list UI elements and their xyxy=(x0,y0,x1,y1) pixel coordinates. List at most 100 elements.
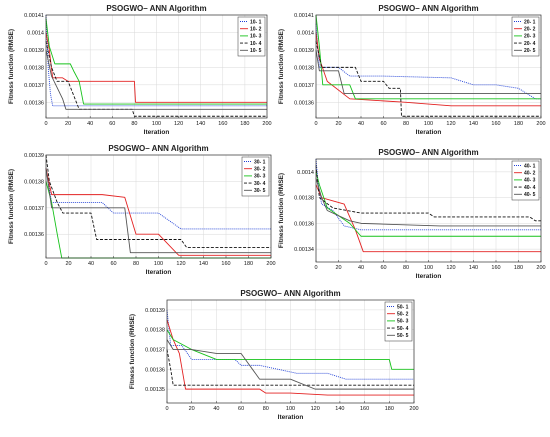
series-line-50-1 xyxy=(166,309,414,380)
x-tick-label: 0 xyxy=(44,121,47,127)
x-axis-label: Iteration xyxy=(416,129,442,136)
x-tick-label: 180 xyxy=(240,121,249,127)
legend-entry: 10- 5 xyxy=(250,48,262,54)
x-tick-label: 160 xyxy=(218,121,227,127)
legend: 10- 1 10- 210- 310- 410- 5 xyxy=(237,16,266,57)
x-axis-label: Iteration xyxy=(146,269,172,276)
y-tick-label: 0.00134 xyxy=(294,247,314,253)
x-tick-label: 20 xyxy=(65,261,71,267)
legend-entry: 30- 5 xyxy=(254,188,266,194)
x-tick-label: 160 xyxy=(221,261,230,267)
chart-panel-2: 0 20 40 60 80 100 120 140 160 180 200 0.00136 0.0013… xyxy=(278,4,546,136)
y-tick-label: 0.00137 xyxy=(24,83,44,89)
x-tick-label: 140 xyxy=(469,121,478,127)
series-line-30-4 xyxy=(45,154,271,248)
x-tick-label: 120 xyxy=(446,121,455,127)
x-tick-label: 40 xyxy=(88,261,94,267)
y-tick-label: 0.00138 xyxy=(145,328,165,334)
x-tick-label: 40 xyxy=(358,121,364,127)
x-tick-label: 180 xyxy=(514,121,523,127)
x-tick-label: 0 xyxy=(44,261,47,267)
legend-entry: 30- 3 xyxy=(254,174,266,180)
y-tick-label: 0.00135 xyxy=(145,387,165,393)
x-tick-label: 80 xyxy=(403,265,409,271)
x-tick-label: 80 xyxy=(133,261,139,267)
series-line-10-3 xyxy=(45,18,267,105)
x-tick-label: 80 xyxy=(263,406,269,412)
y-tick-label: 0.00139 xyxy=(294,48,314,54)
legend-entry: 10- 4 xyxy=(250,41,262,47)
legend-entry: 20- 3 xyxy=(524,34,536,40)
series-line-20-5 xyxy=(315,49,541,95)
y-tick-label: 0.00138 xyxy=(294,65,314,71)
y-tick-label: 0.00137 xyxy=(24,206,44,212)
legend-entry: 50- 1 xyxy=(397,304,409,310)
legend-box xyxy=(511,16,540,57)
x-tick-label: 60 xyxy=(110,261,116,267)
legend-entry: 50- 4 xyxy=(397,326,409,332)
x-tick-label: 120 xyxy=(311,406,320,412)
x-tick-label: 160 xyxy=(491,121,500,127)
x-tick-label: 140 xyxy=(469,265,478,271)
y-tick-label: 0.00136 xyxy=(24,232,44,238)
legend-entry: 50- 2 xyxy=(397,312,409,318)
x-tick-label: 140 xyxy=(196,121,205,127)
y-tick-label: 0.00137 xyxy=(145,348,165,354)
y-tick-label: 0.0014 xyxy=(297,30,314,36)
y-tick-label: 0.00141 xyxy=(294,13,314,19)
y-tick-label: 0.00136 xyxy=(145,367,165,373)
legend-box xyxy=(511,160,540,201)
x-tick-label: 100 xyxy=(286,406,295,412)
y-tick-label: 0.00137 xyxy=(294,83,314,89)
x-tick-label: 160 xyxy=(491,265,500,271)
legend-entry: 40- 5 xyxy=(524,192,536,198)
x-tick-label: 60 xyxy=(238,406,244,412)
x-tick-label: 0 xyxy=(314,265,317,271)
series-line-30-2 xyxy=(45,168,271,256)
x-tick-label: 80 xyxy=(131,121,137,127)
x-tick-label: 120 xyxy=(176,261,185,267)
y-axis-label: Fitness function (RMSE) xyxy=(8,169,15,244)
y-axis-label: Fitness function (RMSE) xyxy=(8,29,15,104)
x-tick-label: 40 xyxy=(213,406,219,412)
legend-entry: 30- 1 xyxy=(254,159,266,165)
x-tick-label: 180 xyxy=(514,265,523,271)
chart-panel-4: 0 20 40 60 80 100 120 140 160 180 200 0.00134 0.0013… xyxy=(278,148,546,280)
legend-entry: 10- 2 xyxy=(250,27,262,33)
legend-entry: 20- 2 xyxy=(524,27,536,33)
y-tick-label: 0.00138 xyxy=(24,179,44,185)
x-tick-label: 200 xyxy=(536,265,545,271)
legend-entry: 20- 5 xyxy=(524,48,536,54)
series-line-50-5 xyxy=(166,339,414,390)
x-axis-label: Iteration xyxy=(144,129,170,136)
legend-entry: 20- 4 xyxy=(524,41,536,47)
x-tick-label: 60 xyxy=(380,265,386,271)
y-tick-label: 0.00139 xyxy=(145,308,165,314)
series-line-10-1 xyxy=(45,14,267,107)
series-line-20-4 xyxy=(315,41,541,117)
x-tick-label: 100 xyxy=(424,265,433,271)
chart-title: PSOGWO– ANN Algorithm xyxy=(108,144,208,153)
legend-entry: 30- 4 xyxy=(254,181,266,187)
x-axis-label: Iteration xyxy=(416,273,442,280)
y-tick-label: 0.00141 xyxy=(24,13,44,19)
chart-panel-1: 0 20 40 60 80 100 120 140 160 180 200 0.00136 0.0013… xyxy=(8,4,272,136)
legend: 40- 1 40- 240- 340- 440- 5 xyxy=(511,160,540,201)
y-tick-label: 0.0014 xyxy=(27,30,44,36)
x-tick-label: 180 xyxy=(244,261,253,267)
x-tick-label: 20 xyxy=(335,121,341,127)
legend-entry: 10- 1 xyxy=(250,19,262,25)
x-tick-label: 80 xyxy=(403,121,409,127)
y-tick-label: 0.00139 xyxy=(24,48,44,54)
y-tick-label: 0.00139 xyxy=(24,153,44,159)
y-tick-label: 0.00136 xyxy=(294,100,314,106)
legend-box xyxy=(241,156,270,197)
series-line-50-2 xyxy=(166,319,414,396)
legend-entry: 40- 4 xyxy=(524,185,536,191)
series-line-50-4 xyxy=(166,349,414,386)
legend-box xyxy=(237,16,266,57)
legend-entry: 10- 3 xyxy=(250,34,262,40)
series-line-40-4 xyxy=(315,165,541,222)
